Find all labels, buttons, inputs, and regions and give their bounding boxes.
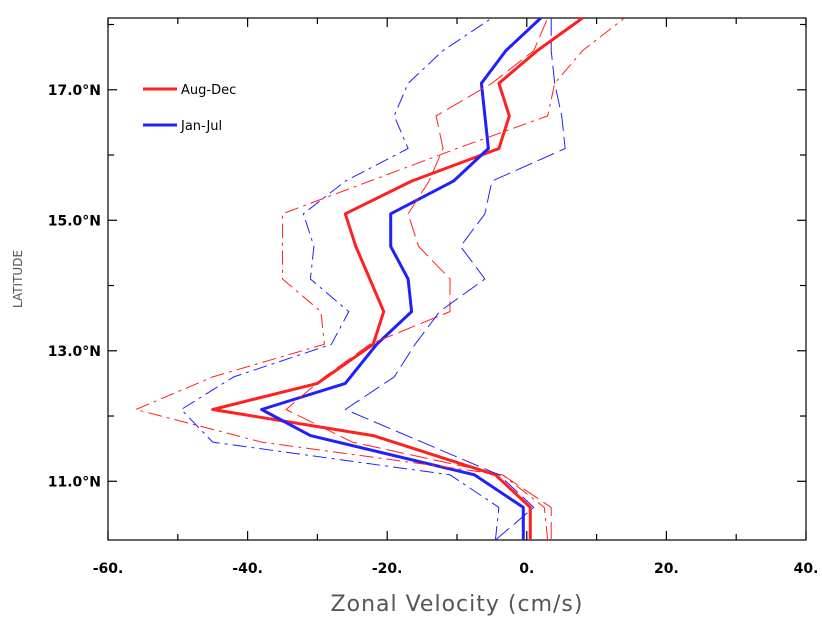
x-axis-title: Zonal Velocity (cm/s) [331, 592, 584, 617]
series-layer [135, 16, 625, 541]
series-bound-line-3 [135, 17, 625, 541]
x-tick-label: -40. [232, 561, 263, 577]
y-tick-label: 15.0°N [48, 213, 101, 229]
y-tick-label: 17.0°N [48, 83, 101, 99]
series-line-1 [260, 16, 542, 540]
y-tick-label: 13.0°N [48, 344, 101, 360]
series-line-0 [211, 16, 584, 540]
x-tick-label: -60. [93, 561, 124, 577]
series-bound-line-2 [285, 17, 552, 540]
x-tick-label: 40. [794, 561, 819, 577]
x-tick-label: 0. [519, 561, 534, 577]
ticks-layer: -60. -40. -20. 0. 20. 40. 11.0°N 13.0°N 15.0°N 17… [48, 18, 819, 577]
legend: Aug-Dec Jan-Jul [143, 83, 236, 134]
y-axis-title: LATITUDE [11, 250, 25, 308]
series-bound-line-5 [180, 17, 500, 541]
series-bound-line-4 [344, 18, 566, 541]
x-tick-label: 20. [654, 561, 679, 577]
legend-label: Jan-Jul [180, 119, 222, 134]
legend-label: Aug-Dec [181, 83, 236, 98]
x-tick-label: -20. [372, 561, 403, 577]
y-tick-label: 11.0°N [48, 474, 101, 490]
